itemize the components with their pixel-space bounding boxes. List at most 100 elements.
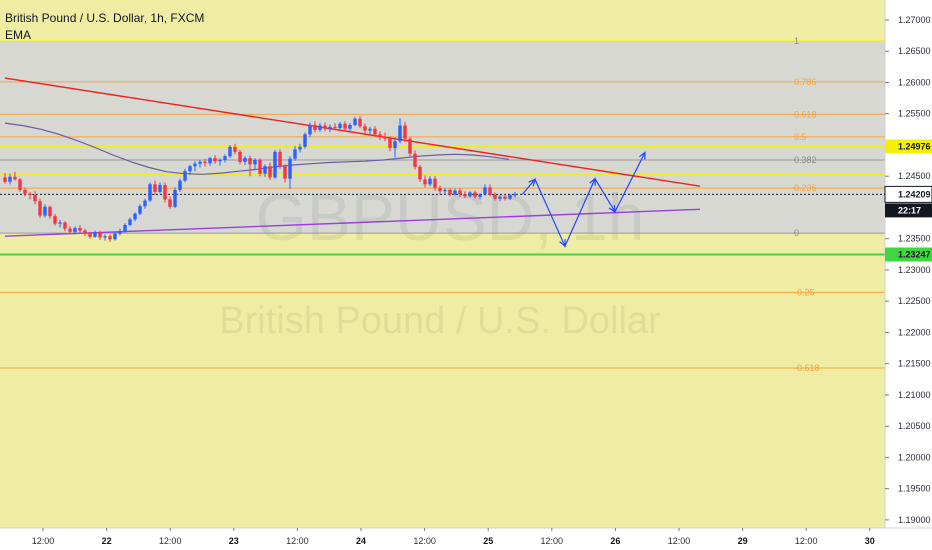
indicator-legend-ema[interactable]: EMA	[5, 28, 32, 42]
candle[interactable]	[268, 166, 272, 178]
candle[interactable]	[368, 128, 372, 131]
candle[interactable]	[213, 158, 217, 162]
candle[interactable]	[423, 179, 427, 185]
candle[interactable]	[443, 189, 447, 192]
candle[interactable]	[393, 141, 397, 149]
candle[interactable]	[28, 193, 32, 195]
candle[interactable]	[183, 171, 187, 181]
candle[interactable]	[78, 228, 82, 231]
candle[interactable]	[478, 194, 482, 197]
candle[interactable]	[58, 222, 62, 224]
candle[interactable]	[273, 151, 277, 178]
candle[interactable]	[103, 236, 107, 238]
candle[interactable]	[318, 125, 322, 130]
candle[interactable]	[3, 177, 7, 182]
candle[interactable]	[243, 158, 247, 162]
candle[interactable]	[73, 228, 77, 232]
candle[interactable]	[203, 161, 207, 164]
candle[interactable]	[93, 232, 97, 237]
candle[interactable]	[303, 134, 307, 147]
candle[interactable]	[118, 231, 122, 234]
candle[interactable]	[328, 126, 332, 129]
candle[interactable]	[498, 196, 502, 199]
candle[interactable]	[153, 184, 157, 192]
candle[interactable]	[23, 189, 27, 194]
candle[interactable]	[138, 206, 142, 214]
candle[interactable]	[43, 206, 47, 216]
candle[interactable]	[223, 156, 227, 160]
candle[interactable]	[108, 236, 112, 240]
candle[interactable]	[463, 194, 467, 197]
candle[interactable]	[83, 230, 87, 234]
candle[interactable]	[123, 224, 127, 232]
candle[interactable]	[408, 138, 412, 154]
candle[interactable]	[38, 201, 42, 216]
candle[interactable]	[398, 125, 402, 142]
candle[interactable]	[278, 151, 282, 167]
candle[interactable]	[323, 125, 327, 129]
candle[interactable]	[448, 189, 452, 195]
candle[interactable]	[198, 161, 202, 164]
candle[interactable]	[258, 159, 262, 174]
candle[interactable]	[353, 118, 357, 125]
candle[interactable]	[163, 184, 167, 200]
descending-trendline[interactable]	[4, 77, 701, 187]
candle[interactable]	[383, 136, 387, 139]
candle[interactable]	[283, 166, 287, 179]
candle[interactable]	[343, 123, 347, 129]
candle[interactable]	[208, 158, 212, 164]
candle[interactable]	[313, 124, 317, 130]
candle[interactable]	[298, 146, 302, 150]
candle[interactable]	[193, 163, 197, 167]
candle[interactable]	[403, 125, 407, 139]
ema-line[interactable]	[4, 122, 510, 175]
candle[interactable]	[158, 184, 162, 192]
candle[interactable]	[113, 233, 117, 240]
candle[interactable]	[288, 158, 292, 179]
candle[interactable]	[483, 187, 487, 195]
candle[interactable]	[338, 123, 342, 129]
candle[interactable]	[508, 194, 512, 199]
candle[interactable]	[503, 196, 507, 199]
candle[interactable]	[8, 176, 12, 182]
candle[interactable]	[188, 166, 192, 172]
candle[interactable]	[263, 166, 267, 174]
candle[interactable]	[33, 194, 37, 202]
candle[interactable]	[233, 146, 237, 152]
candle[interactable]	[133, 213, 137, 220]
candle[interactable]	[428, 178, 432, 185]
candle[interactable]	[18, 179, 22, 190]
candle[interactable]	[148, 184, 152, 201]
candle[interactable]	[363, 126, 367, 131]
candle[interactable]	[248, 158, 252, 165]
candle[interactable]	[378, 134, 382, 137]
symbol-title[interactable]: British Pound / U.S. Dollar, 1h, FXCM	[5, 11, 205, 25]
candle[interactable]	[308, 124, 312, 135]
candle[interactable]	[433, 178, 437, 189]
candle[interactable]	[358, 118, 362, 127]
candle[interactable]	[173, 189, 177, 207]
candle[interactable]	[468, 192, 472, 197]
candle[interactable]	[238, 151, 242, 162]
candle[interactable]	[473, 192, 477, 197]
projection-path[interactable]	[522, 152, 646, 248]
candle[interactable]	[333, 126, 337, 129]
candle[interactable]	[128, 219, 132, 225]
candle[interactable]	[48, 206, 52, 217]
candle[interactable]	[88, 233, 92, 237]
candle[interactable]	[348, 124, 352, 129]
candle[interactable]	[388, 138, 392, 149]
candle[interactable]	[458, 190, 462, 195]
candle[interactable]	[488, 187, 492, 195]
candle[interactable]	[293, 149, 297, 159]
candle[interactable]	[413, 153, 417, 167]
candle[interactable]	[68, 228, 72, 232]
candle[interactable]	[453, 190, 457, 195]
candle[interactable]	[13, 176, 17, 180]
price-axis[interactable]	[885, 0, 932, 550]
candle[interactable]	[63, 222, 67, 229]
candle[interactable]	[168, 199, 172, 207]
candle[interactable]	[493, 194, 497, 199]
candle[interactable]	[178, 180, 182, 190]
